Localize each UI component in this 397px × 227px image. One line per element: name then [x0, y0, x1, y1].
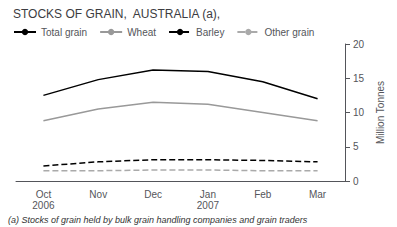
- svg-text:Total grain: Total grain: [41, 27, 87, 38]
- svg-text:15: 15: [353, 73, 365, 84]
- svg-text:Million Tonnes: Million Tonnes: [375, 81, 386, 144]
- svg-text:10: 10: [353, 107, 365, 118]
- svg-text:Nov: Nov: [89, 189, 107, 200]
- svg-text:Jan: Jan: [200, 189, 216, 200]
- svg-text:Mar: Mar: [309, 189, 327, 200]
- svg-text:5: 5: [353, 141, 359, 152]
- svg-text:Dec: Dec: [144, 189, 162, 200]
- svg-text:2006: 2006: [32, 200, 55, 211]
- svg-text:Oct: Oct: [36, 189, 52, 200]
- svg-text:STOCKS OF GRAIN, AUSTRALIA (a: STOCKS OF GRAIN, AUSTRALIA (a),: [13, 7, 220, 21]
- svg-text:Barley: Barley: [196, 27, 224, 38]
- svg-text:Wheat: Wheat: [127, 27, 156, 38]
- svg-text:0: 0: [353, 176, 359, 187]
- svg-text:Feb: Feb: [254, 189, 272, 200]
- svg-text:2007: 2007: [197, 200, 220, 211]
- svg-text:20: 20: [353, 39, 365, 50]
- svg-text:(a) Stocks of grain held by bu: (a) Stocks of grain held by bulk grain h…: [8, 215, 308, 225]
- svg-text:Other grain: Other grain: [264, 27, 314, 38]
